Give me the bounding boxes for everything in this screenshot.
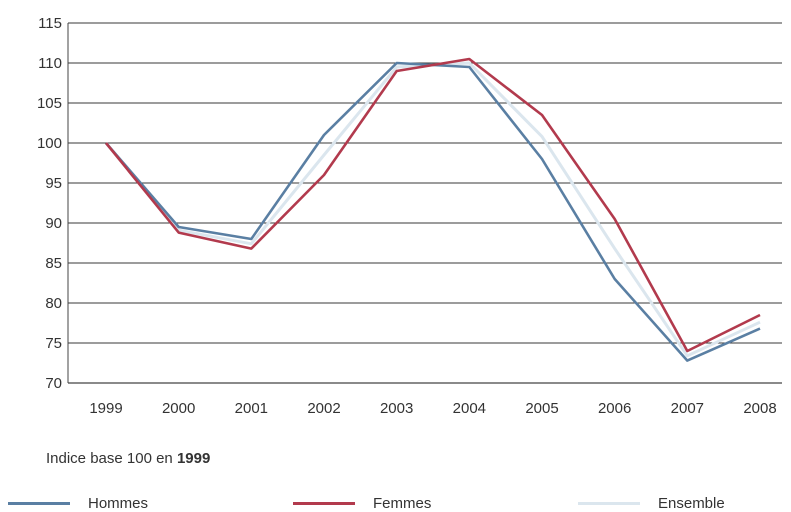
y-tick-label: 85 xyxy=(45,255,62,272)
x-tick-label: 2007 xyxy=(671,400,704,417)
index-note-year: 1999 xyxy=(176,450,211,467)
x-tick-label: 1999 xyxy=(89,400,122,417)
series-line-femmes xyxy=(104,57,761,353)
y-tick-label: 115 xyxy=(38,15,62,32)
y-tick-label: 105 xyxy=(37,95,62,112)
legend-label-hommes: Hommes xyxy=(88,494,149,512)
y-axis-ticks: 115 110 105 100 95 90 85 80 75 70 xyxy=(37,15,62,392)
legend-swatch-hommes xyxy=(8,501,70,505)
y-tick-label: 95 xyxy=(45,175,62,192)
y-tick-label: 90 xyxy=(45,215,62,232)
legend: Hommes Femmes Ensemble xyxy=(0,494,791,512)
legend-item-hommes: Hommes xyxy=(8,494,148,512)
legend-label-ensemble: Ensemble xyxy=(658,494,725,512)
series-lines xyxy=(104,57,761,362)
legend-item-femmes: Femmes xyxy=(293,494,431,512)
x-tick-label: 2008 xyxy=(743,400,776,417)
y-tick-label: 80 xyxy=(45,295,62,312)
x-tick-label: 2001 xyxy=(235,400,268,417)
gridlines xyxy=(67,22,782,384)
x-tick-label: 2004 xyxy=(453,400,486,417)
index-note: Indice base 100 en 1999 xyxy=(46,450,210,467)
y-tick-label: 100 xyxy=(37,135,62,152)
legend-label-femmes: Femmes xyxy=(373,494,432,512)
x-axis-ticks: 1999 2000 2001 2002 2003 2004 2005 2006 2007 2008 xyxy=(89,400,776,417)
x-tick-label: 2006 xyxy=(598,400,631,417)
y-tick-label: 110 xyxy=(38,55,62,72)
line-chart: 115 110 105 100 95 90 85 80 75 70 1999 2000 2001 200… xyxy=(37,15,782,417)
x-tick-label: 2005 xyxy=(525,400,558,417)
x-tick-label: 2000 xyxy=(162,400,195,417)
index-note-prefix: Indice base 100 en xyxy=(46,450,173,467)
series-line-ensemble xyxy=(104,61,761,358)
legend-swatch-femmes xyxy=(293,501,355,505)
legend-item-ensemble: Ensemble xyxy=(578,494,725,512)
y-tick-label: 75 xyxy=(45,335,62,352)
y-tick-label: 70 xyxy=(45,375,62,392)
x-tick-label: 2003 xyxy=(380,400,413,417)
x-tick-label: 2002 xyxy=(307,400,340,417)
legend-swatch-ensemble xyxy=(578,501,640,505)
